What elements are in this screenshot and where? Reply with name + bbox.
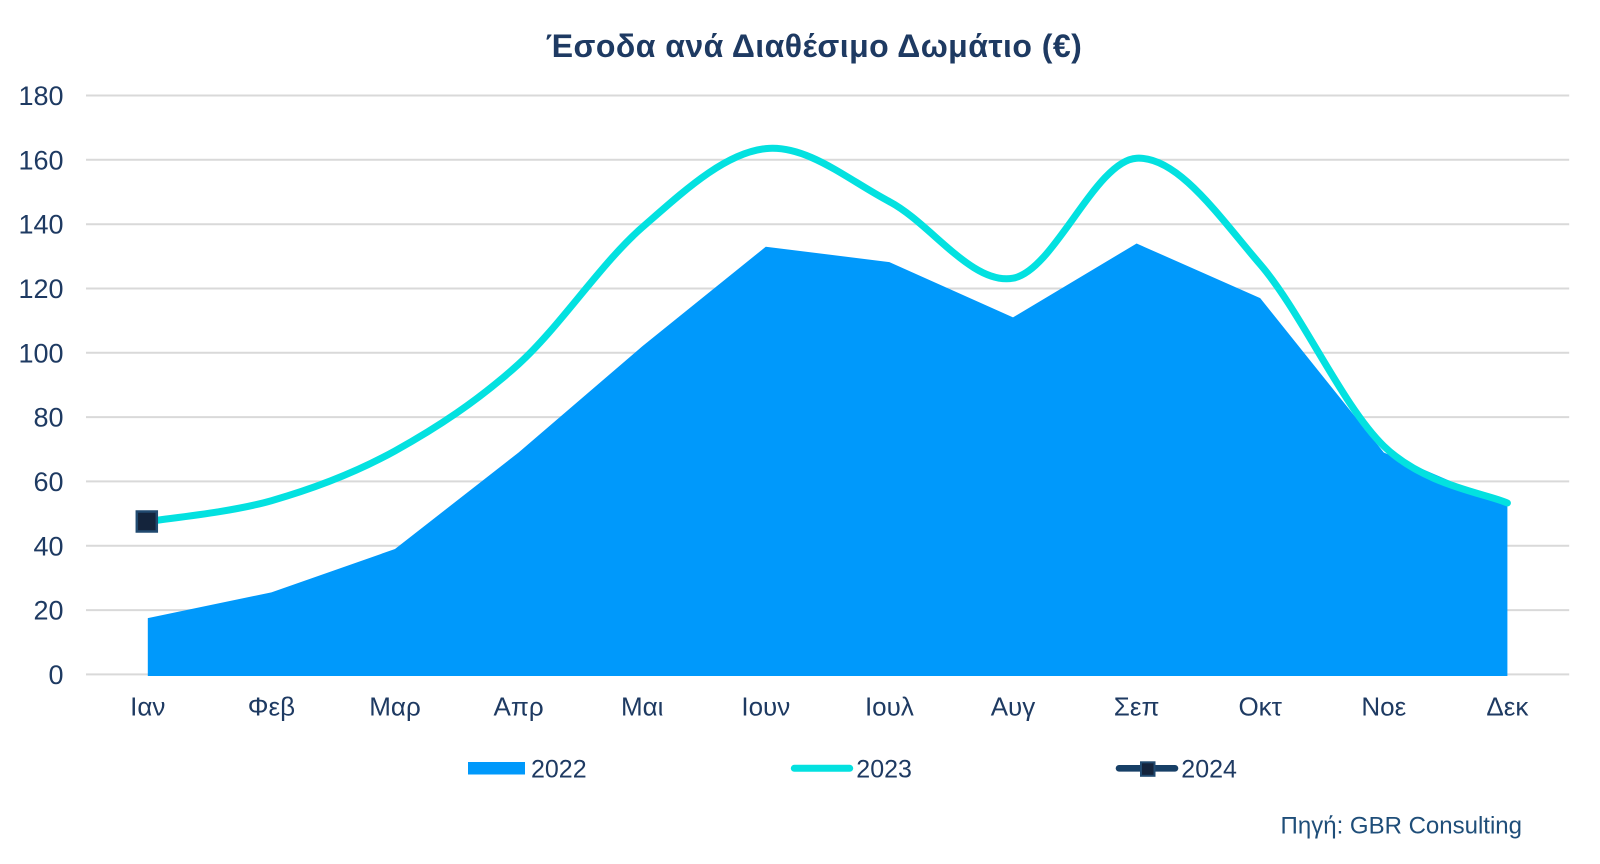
svg-text:120: 120 xyxy=(18,274,63,304)
svg-text:Απρ: Απρ xyxy=(494,692,544,722)
svg-text:60: 60 xyxy=(33,467,63,497)
svg-text:160: 160 xyxy=(18,145,63,175)
svg-text:Έσοδα ανά Διαθέσιμο Δωμάτιο (€: Έσοδα ανά Διαθέσιμο Δωμάτιο (€) xyxy=(546,28,1082,64)
svg-text:2023: 2023 xyxy=(856,755,912,783)
svg-text:Αυγ: Αυγ xyxy=(991,692,1036,722)
svg-text:Φεβ: Φεβ xyxy=(248,692,295,722)
svg-text:40: 40 xyxy=(33,531,63,561)
svg-text:Πηγή: GBR Consulting: Πηγή: GBR Consulting xyxy=(1281,813,1522,840)
svg-text:Ιουλ: Ιουλ xyxy=(865,692,914,722)
svg-text:2022: 2022 xyxy=(531,755,587,783)
svg-text:Μαρ: Μαρ xyxy=(369,692,420,722)
svg-text:Ιαν: Ιαν xyxy=(130,692,165,722)
svg-text:20: 20 xyxy=(33,596,63,626)
svg-text:Οκτ: Οκτ xyxy=(1238,692,1282,722)
svg-text:100: 100 xyxy=(18,338,63,368)
svg-text:Νοε: Νοε xyxy=(1361,692,1406,722)
svg-text:180: 180 xyxy=(18,81,63,111)
svg-text:Δεκ: Δεκ xyxy=(1486,692,1529,722)
svg-text:2024: 2024 xyxy=(1181,755,1237,783)
svg-text:Μαι: Μαι xyxy=(621,692,664,722)
svg-text:0: 0 xyxy=(48,660,63,690)
svg-text:Ιουν: Ιουν xyxy=(741,692,790,722)
svg-text:80: 80 xyxy=(33,403,63,433)
svg-text:Σεπ: Σεπ xyxy=(1114,692,1160,722)
svg-text:140: 140 xyxy=(18,210,63,240)
